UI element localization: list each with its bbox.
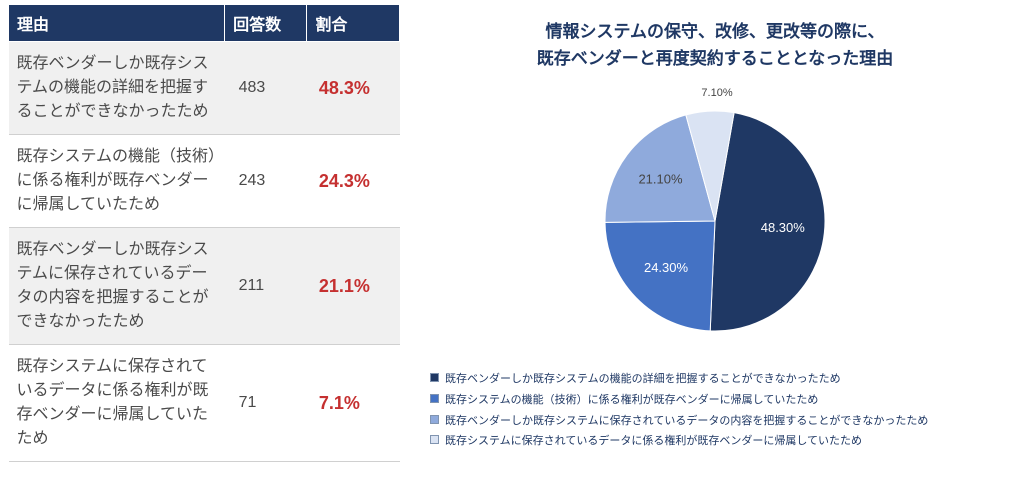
chart-title-line2: 既存ベンダーと再度契約することとなった理由: [537, 49, 894, 68]
cell-reason: 既存システムの機能（技術）に係る権利が既存ベンダーに帰属していたため: [9, 135, 225, 228]
legend-swatch: [430, 394, 439, 403]
legend: 既存ベンダーしか既存システムの機能の詳細を把握することができなかったため既存シス…: [430, 370, 1000, 453]
col-reason: 理由: [9, 5, 225, 42]
legend-swatch: [430, 435, 439, 444]
legend-swatch: [430, 415, 439, 424]
pie-chart: 48.30% 24.30% 21.10% 7.10%: [580, 86, 850, 356]
pie-label: 48.30%: [761, 220, 806, 235]
chart-panel: 情報システムの保守、改修、更改等の際に、 既存ベンダーと再度契約することとなった…: [400, 0, 1024, 500]
cell-reason: 既存ベンダーしか既存システムに保存されているデータの内容を把握することができなか…: [9, 228, 225, 345]
legend-item: 既存システムに保存されているデータに係る権利が既存ベンダーに帰属していたため: [430, 432, 1000, 451]
cell-count: 483: [225, 42, 307, 135]
chart-title: 情報システムの保守、改修、更改等の際に、 既存ベンダーと再度契約することとなった…: [430, 18, 1000, 72]
cell-reason: 既存システムに保存されているデータに係る権利が既存ベンダーに帰属していたため: [9, 345, 225, 462]
cell-count: 71: [225, 345, 307, 462]
table-row: 既存ベンダーしか既存システムに保存されているデータの内容を把握することができなか…: [9, 228, 400, 345]
pie-label: 7.10%: [701, 87, 732, 99]
legend-swatch: [430, 373, 439, 382]
reason-table: 理由 回答数 割合 既存ベンダーしか既存システムの機能の詳細を把握することができ…: [8, 4, 400, 462]
legend-text: 既存システムの機能（技術）に係る権利が既存ベンダーに帰属していたため: [445, 391, 818, 410]
table-row: 既存システムに保存されているデータに係る権利が既存ベンダーに帰属していたため71…: [9, 345, 400, 462]
cell-count: 243: [225, 135, 307, 228]
table-panel: 理由 回答数 割合 既存ベンダーしか既存システムの機能の詳細を把握することができ…: [0, 0, 400, 500]
cell-count: 211: [225, 228, 307, 345]
legend-item: 既存システムの機能（技術）に係る権利が既存ベンダーに帰属していたため: [430, 391, 1000, 410]
legend-item: 既存ベンダーしか既存システムの機能の詳細を把握することができなかったため: [430, 370, 1000, 389]
table-row: 既存システムの機能（技術）に係る権利が既存ベンダーに帰属していたため24324.…: [9, 135, 400, 228]
cell-reason: 既存ベンダーしか既存システムの機能の詳細を把握することができなかったため: [9, 42, 225, 135]
pie-label: 21.10%: [638, 172, 683, 187]
table-row: 既存ベンダーしか既存システムの機能の詳細を把握することができなかったため4834…: [9, 42, 400, 135]
col-count: 回答数: [225, 5, 307, 42]
col-pct: 割合: [307, 5, 400, 42]
cell-pct: 21.1%: [307, 228, 400, 345]
legend-item: 既存ベンダーしか既存システムに保存されているデータの内容を把握することができなか…: [430, 412, 1000, 431]
pie-label: 24.30%: [644, 260, 689, 275]
pie-slice: [605, 221, 715, 331]
cell-pct: 48.3%: [307, 42, 400, 135]
legend-text: 既存ベンダーしか既存システムの機能の詳細を把握することができなかったため: [445, 370, 841, 389]
cell-pct: 24.3%: [307, 135, 400, 228]
chart-title-line1: 情報システムの保守、改修、更改等の際に、: [546, 22, 885, 41]
pie-wrap: 48.30% 24.30% 21.10% 7.10%: [430, 86, 1000, 356]
legend-text: 既存システムに保存されているデータに係る権利が既存ベンダーに帰属していたため: [445, 432, 862, 451]
cell-pct: 7.1%: [307, 345, 400, 462]
legend-text: 既存ベンダーしか既存システムに保存されているデータの内容を把握することができなか…: [445, 412, 928, 431]
